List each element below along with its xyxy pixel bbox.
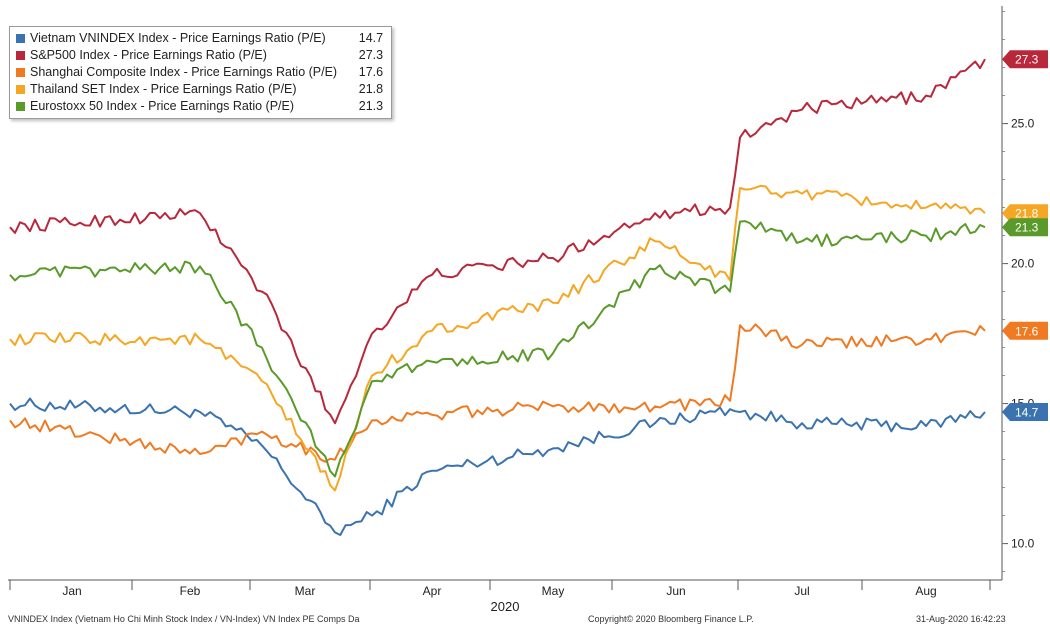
- series-line-3: [9, 323, 986, 463]
- series-line-4: [9, 184, 986, 492]
- last-value-tag: 27.3: [1002, 50, 1048, 69]
- x-tick-label: Feb: [180, 584, 201, 598]
- last-value-tag-label: 21.3: [1015, 221, 1039, 235]
- x-tick-label: Jun: [666, 584, 685, 598]
- x-tick-label: Mar: [295, 584, 316, 598]
- last-value-tag: 14.7: [1002, 403, 1048, 421]
- legend-value: 14.7: [358, 31, 384, 45]
- last-value-tag-label: 14.7: [1015, 406, 1039, 420]
- x-tick-label: Apr: [423, 584, 442, 598]
- last-value-tag-label: 21.8: [1015, 207, 1039, 221]
- series-layer: [9, 58, 986, 536]
- legend-label: Shanghai Composite Index - Price Earning…: [30, 65, 338, 79]
- last-value-tag-bg: [1002, 321, 1048, 340]
- last-value-tags: 14.7 27.3 17.6 21.821.3: [1002, 50, 1048, 421]
- legend-item: Shanghai Composite Index - Price Earning…: [16, 64, 383, 81]
- footer-timestamp: 31-Aug-2020 16:42:23: [916, 614, 1006, 624]
- series-line-5: [9, 220, 986, 478]
- last-value-tag-bg: [1002, 403, 1048, 421]
- legend-value: 21.8: [358, 82, 384, 96]
- last-value-tag-bg: [1002, 50, 1048, 69]
- legend-item: Eurostoxx 50 Index - Price Earnings Rati…: [16, 98, 383, 115]
- legend-value: 27.3: [358, 48, 384, 62]
- last-value-tag-bg: [1002, 218, 1048, 237]
- x-tick-label: Jan: [62, 584, 81, 598]
- x-axis-label: 2020: [491, 599, 520, 614]
- y-tick-label: 10.0: [1011, 537, 1035, 551]
- last-value-tag: 21.8: [1002, 204, 1048, 223]
- legend-item: Thailand SET Index - Price Earnings Rati…: [16, 81, 383, 98]
- last-value-tag: 17.6: [1002, 321, 1048, 340]
- legend-value: 21.3: [358, 99, 384, 113]
- legend-item: S&P500 Index - Price Earnings Ratio (P/E…: [16, 47, 383, 64]
- legend-swatch: [16, 51, 25, 60]
- series-line-1: [9, 397, 986, 536]
- legend-value: 17.6: [358, 65, 384, 79]
- legend-label: Thailand SET Index - Price Earnings Rati…: [30, 82, 297, 96]
- legend-swatch: [16, 85, 25, 94]
- y-tick-label: 25.0: [1011, 117, 1035, 131]
- series-line-2: [9, 58, 986, 425]
- legend-label: Vietnam VNINDEX Index - Price Earnings R…: [30, 31, 326, 45]
- last-value-tag-bg: [1002, 204, 1048, 223]
- legend-item: Vietnam VNINDEX Index - Price Earnings R…: [16, 30, 383, 47]
- axis-layer: 10.015.020.025.0JanFebMarAprMayJunJulAug…: [8, 6, 1035, 614]
- legend-label: Eurostoxx 50 Index - Price Earnings Rati…: [30, 99, 295, 113]
- last-value-tag-label: 17.6: [1015, 324, 1039, 338]
- x-tick-label: May: [542, 584, 565, 598]
- legend-swatch: [16, 68, 25, 77]
- legend-label: S&P500 Index - Price Earnings Ratio (P/E…: [30, 48, 267, 62]
- last-value-tag: 21.3: [1002, 218, 1048, 237]
- x-tick-label: Jul: [794, 584, 809, 598]
- y-tick-label: 20.0: [1011, 257, 1035, 271]
- footer-source: VNINDEX Index (Vietnam Ho Chi Minh Stock…: [8, 614, 360, 624]
- legend: Vietnam VNINDEX Index - Price Earnings R…: [9, 26, 393, 119]
- footer-copyright: Copyright© 2020 Bloomberg Finance L.P.: [588, 614, 754, 624]
- last-value-tag-label: 27.3: [1015, 53, 1039, 67]
- x-tick-label: Aug: [915, 584, 936, 598]
- legend-swatch: [16, 102, 25, 111]
- legend-swatch: [16, 34, 25, 43]
